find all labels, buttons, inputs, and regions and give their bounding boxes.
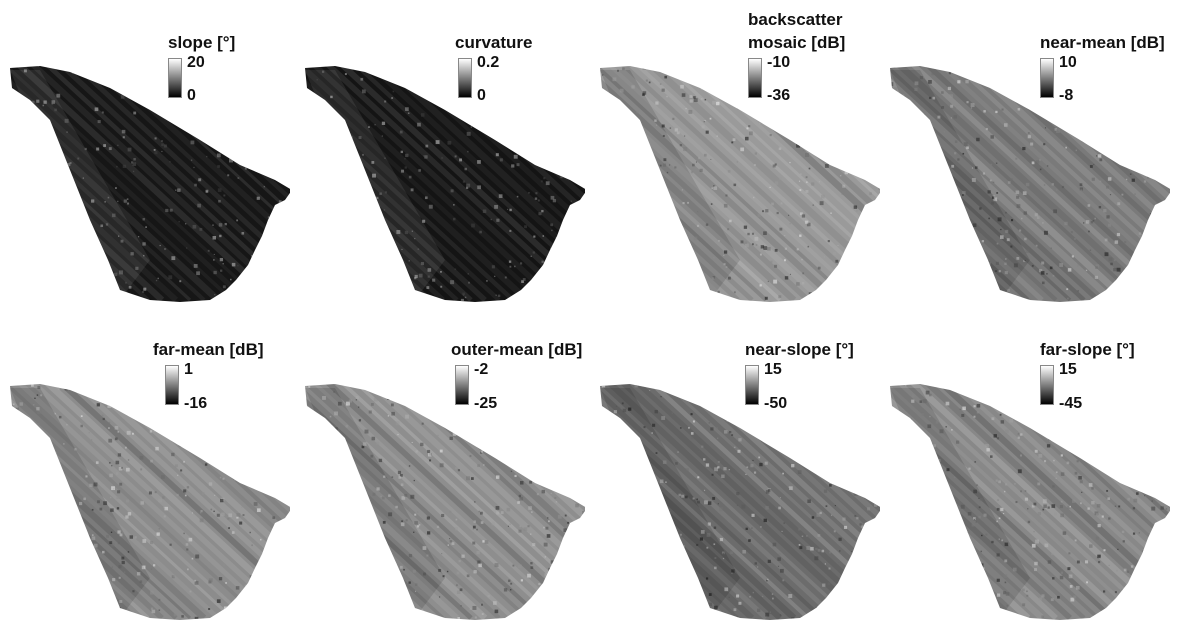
slope-map-image bbox=[10, 66, 290, 302]
backscatter-title-line1: backscatter bbox=[748, 10, 843, 29]
far-mean-title: far-mean [dB] bbox=[153, 340, 264, 359]
far-mean-map-image bbox=[10, 384, 290, 620]
slope-min-label: 0 bbox=[187, 87, 196, 104]
slope-max-label: 20 bbox=[187, 54, 205, 71]
far-slope-title: far-slope [°] bbox=[1040, 340, 1135, 359]
near-slope-panel: near-slope [°] 15 -50 bbox=[590, 318, 880, 623]
near-slope-max-label: 15 bbox=[764, 361, 782, 378]
curvature-max-label: 0.2 bbox=[477, 54, 500, 71]
curvature-min-label: 0 bbox=[477, 87, 486, 104]
near-mean-title: near-mean [dB] bbox=[1040, 33, 1165, 52]
near-mean-colorbar bbox=[1040, 58, 1054, 98]
outer-mean-colorbar bbox=[455, 365, 469, 405]
near-slope-title: near-slope [°] bbox=[745, 340, 854, 359]
far-slope-colorbar bbox=[1040, 365, 1054, 405]
backscatter-map-image bbox=[600, 66, 880, 302]
near-slope-map-image bbox=[600, 384, 880, 620]
backscatter-min-label: -36 bbox=[767, 87, 791, 104]
curvature-title: curvature bbox=[455, 33, 533, 52]
far-slope-map-image bbox=[890, 384, 1170, 620]
near-mean-panel: near-mean [dB] 10 -8 bbox=[880, 0, 1170, 305]
curvature-map-image bbox=[305, 66, 585, 302]
backscatter-panel: backscatter mosaic [dB] -10 -36 bbox=[590, 0, 880, 305]
curvature-panel: curvature 0.2 0 bbox=[295, 0, 585, 305]
far-mean-panel: far-mean [dB] 1 -16 bbox=[0, 318, 290, 623]
near-slope-colorbar bbox=[745, 365, 759, 405]
far-mean-min-label: -16 bbox=[184, 395, 208, 412]
far-slope-max-label: 15 bbox=[1059, 361, 1077, 378]
far-slope-panel: far-slope [°] 15 -45 bbox=[880, 318, 1170, 623]
backscatter-colorbar bbox=[748, 58, 762, 98]
outer-mean-panel: outer-mean [dB] -2 -25 bbox=[295, 318, 585, 623]
outer-mean-max-label: -2 bbox=[474, 361, 489, 378]
slope-title: slope [°] bbox=[168, 33, 236, 52]
far-mean-max-label: 1 bbox=[184, 361, 193, 378]
far-slope-min-label: -45 bbox=[1059, 395, 1083, 412]
outer-mean-title: outer-mean [dB] bbox=[451, 340, 583, 359]
outer-mean-min-label: -25 bbox=[474, 395, 498, 412]
near-slope-min-label: -50 bbox=[764, 395, 788, 412]
near-mean-map-image bbox=[890, 66, 1170, 302]
outer-mean-map-image bbox=[305, 384, 585, 620]
near-mean-max-label: 10 bbox=[1059, 54, 1077, 71]
curvature-colorbar bbox=[458, 58, 472, 98]
backscatter-title: mosaic [dB] bbox=[748, 33, 846, 52]
slope-panel: slope [°] 20 0 bbox=[0, 0, 290, 305]
backscatter-max-label: -10 bbox=[767, 54, 791, 71]
near-mean-min-label: -8 bbox=[1059, 87, 1074, 104]
far-mean-colorbar bbox=[165, 365, 179, 405]
slope-colorbar bbox=[168, 58, 182, 98]
